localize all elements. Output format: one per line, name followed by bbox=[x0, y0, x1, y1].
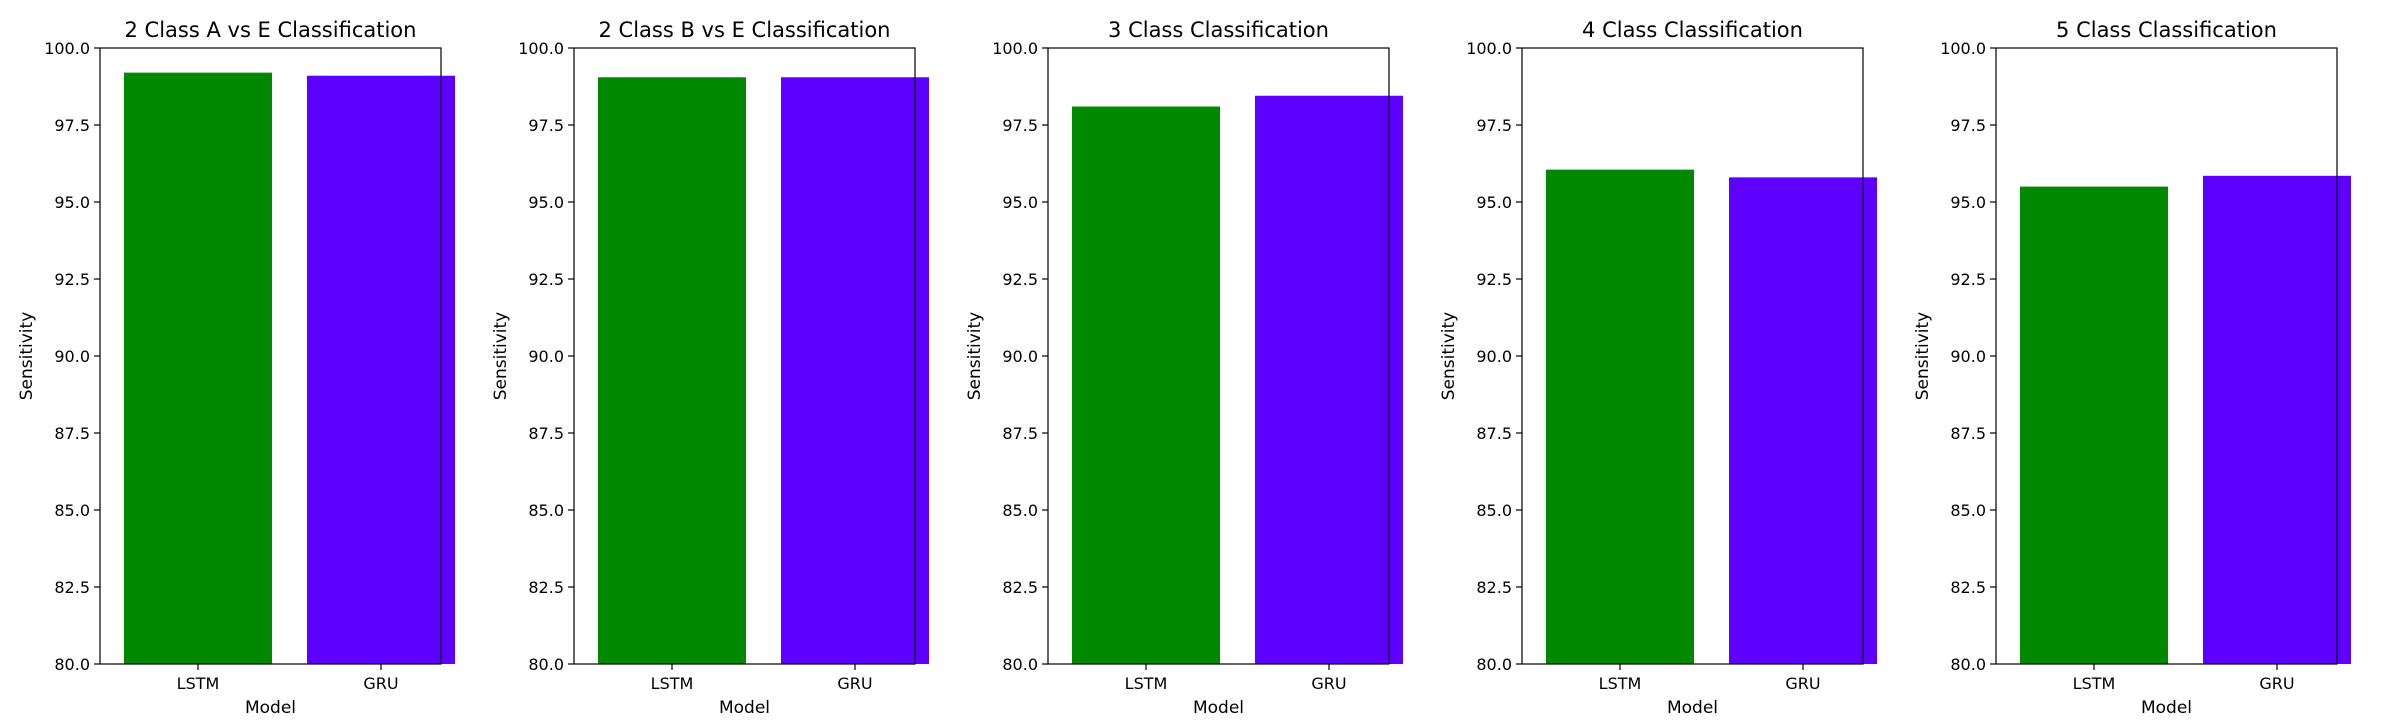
chart-title: 3 Class Classification bbox=[1108, 18, 1329, 42]
y-tick-label: 85.0 bbox=[1002, 501, 1038, 520]
x-tick-label: LSTM bbox=[2073, 674, 2116, 693]
x-tick-label: LSTM bbox=[1125, 674, 1168, 693]
bar-gru bbox=[1255, 95, 1403, 665]
x-tick-label: GRU bbox=[2259, 674, 2294, 693]
bar-lstm bbox=[1546, 169, 1694, 664]
y-axis-label: Sensitivity bbox=[17, 312, 37, 401]
y-tick-label: 97.5 bbox=[528, 116, 564, 135]
y-axis-label: Sensitivity bbox=[965, 312, 985, 401]
x-axis-label: Model bbox=[1667, 698, 1718, 718]
y-tick-label: 100.0 bbox=[518, 39, 564, 58]
y-tick-label: 80.0 bbox=[1950, 655, 1986, 674]
x-axis-label: Model bbox=[719, 698, 770, 718]
bar-lstm bbox=[2020, 186, 2168, 664]
x-axis-label: Model bbox=[1193, 698, 1244, 718]
chart-title: 5 Class Classification bbox=[2056, 18, 2277, 42]
chart-panel-3: 3 Class Classification 80.0 82.5 85.0 87.5 90… bbox=[965, 18, 1403, 718]
y-tick-label: 95.0 bbox=[1476, 193, 1512, 212]
x-tick-label: GRU bbox=[837, 674, 872, 693]
y-tick-label: 100.0 bbox=[44, 39, 90, 58]
y-axis-label: Sensitivity bbox=[491, 312, 511, 401]
y-tick-label: 80.0 bbox=[1476, 655, 1512, 674]
bar-lstm bbox=[1072, 106, 1220, 664]
y-tick-label: 92.5 bbox=[1002, 270, 1038, 289]
chart-panel-5: 5 Class Classification 80.0 82.5 85.0 87.5 90… bbox=[1913, 18, 2351, 718]
y-tick-label: 87.5 bbox=[1476, 424, 1512, 443]
y-tick-label: 92.5 bbox=[528, 270, 564, 289]
bar-gru bbox=[1729, 177, 1877, 665]
chart-panel-4: 4 Class Classification 80.0 82.5 85.0 87.5 90… bbox=[1439, 18, 1877, 718]
chart-panel-2: 2 Class B vs E Classification 80.0 82.5 85.… bbox=[491, 18, 929, 718]
y-tick-label: 97.5 bbox=[54, 116, 90, 135]
y-tick-label: 87.5 bbox=[54, 424, 90, 443]
y-tick-label: 97.5 bbox=[1950, 116, 1986, 135]
y-tick-label: 95.0 bbox=[528, 193, 564, 212]
bar-gru bbox=[2203, 175, 2351, 664]
y-tick-label: 90.0 bbox=[528, 347, 564, 366]
y-tick-label: 90.0 bbox=[1950, 347, 1986, 366]
y-tick-label: 85.0 bbox=[1476, 501, 1512, 520]
y-tick-label: 82.5 bbox=[1476, 578, 1512, 597]
y-tick-label: 82.5 bbox=[528, 578, 564, 597]
y-tick-label: 90.0 bbox=[1476, 347, 1512, 366]
y-tick-label: 90.0 bbox=[1002, 347, 1038, 366]
y-tick-label: 82.5 bbox=[54, 578, 90, 597]
y-tick-label: 100.0 bbox=[992, 39, 1038, 58]
y-axis-label: Sensitivity bbox=[1913, 312, 1933, 401]
y-tick-label: 92.5 bbox=[1476, 270, 1512, 289]
y-tick-label: 80.0 bbox=[1002, 655, 1038, 674]
chart-panel-1: 2 Class A vs E Classification 80.0 82.5 85.… bbox=[17, 18, 455, 718]
chart-title: 4 Class Classification bbox=[1582, 18, 1803, 42]
x-tick-label: LSTM bbox=[177, 674, 220, 693]
x-tick-label: GRU bbox=[1785, 674, 1820, 693]
y-tick-label: 80.0 bbox=[528, 655, 564, 674]
x-axis-label: Model bbox=[2141, 698, 2192, 718]
chart-title: 2 Class A vs E Classification bbox=[125, 18, 417, 42]
y-tick-label: 80.0 bbox=[54, 655, 90, 674]
y-tick-label: 92.5 bbox=[1950, 270, 1986, 289]
y-tick-label: 85.0 bbox=[528, 501, 564, 520]
y-tick-label: 82.5 bbox=[1002, 578, 1038, 597]
bar-gru bbox=[781, 77, 929, 664]
x-tick-label: LSTM bbox=[1599, 674, 1642, 693]
y-tick-label: 100.0 bbox=[1466, 39, 1512, 58]
y-tick-label: 95.0 bbox=[1950, 193, 1986, 212]
y-tick-label: 82.5 bbox=[1950, 578, 1986, 597]
y-tick-label: 87.5 bbox=[1950, 424, 1986, 443]
y-tick-label: 97.5 bbox=[1002, 116, 1038, 135]
y-tick-label: 100.0 bbox=[1940, 39, 1986, 58]
x-tick-label: GRU bbox=[363, 674, 398, 693]
bar-lstm bbox=[124, 72, 272, 664]
y-axis-label: Sensitivity bbox=[1439, 312, 1459, 401]
x-tick-label: LSTM bbox=[651, 674, 694, 693]
bar-lstm bbox=[598, 77, 746, 664]
y-tick-label: 87.5 bbox=[528, 424, 564, 443]
x-tick-label: GRU bbox=[1311, 674, 1346, 693]
chart-title: 2 Class B vs E Classification bbox=[599, 18, 891, 42]
x-axis-label: Model bbox=[245, 698, 296, 718]
bar-gru bbox=[307, 75, 455, 665]
y-tick-label: 95.0 bbox=[1002, 193, 1038, 212]
y-tick-label: 97.5 bbox=[1476, 116, 1512, 135]
y-tick-label: 92.5 bbox=[54, 270, 90, 289]
y-tick-label: 85.0 bbox=[1950, 501, 1986, 520]
y-tick-label: 87.5 bbox=[1002, 424, 1038, 443]
y-tick-label: 85.0 bbox=[54, 501, 90, 520]
y-tick-label: 95.0 bbox=[54, 193, 90, 212]
y-tick-label: 90.0 bbox=[54, 347, 90, 366]
